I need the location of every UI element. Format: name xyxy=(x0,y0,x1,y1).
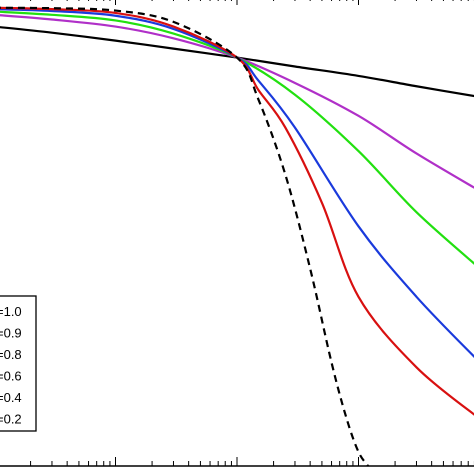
series-line-6 xyxy=(0,6,370,467)
legend-entry-2: =0.9 xyxy=(0,326,22,341)
series-line-3 xyxy=(0,10,474,265)
legend-entry-6: =0.2 xyxy=(0,412,22,427)
series-line-5 xyxy=(0,6,474,416)
legend-entry-5: =0.4 xyxy=(0,390,22,405)
series-line-4 xyxy=(0,8,474,359)
legend-entry-4: =0.6 xyxy=(0,369,22,384)
series-line-1 xyxy=(0,26,474,98)
legend: =1.0 =0.9 =0.8 =0.6 =0.4 =0.2 xyxy=(0,295,37,432)
legend-entry-3: =0.8 xyxy=(0,347,22,362)
series-lines xyxy=(0,6,474,467)
series-line-2 xyxy=(0,14,474,189)
legend-entry-1: =1.0 xyxy=(0,304,22,319)
legend-box xyxy=(0,295,37,432)
